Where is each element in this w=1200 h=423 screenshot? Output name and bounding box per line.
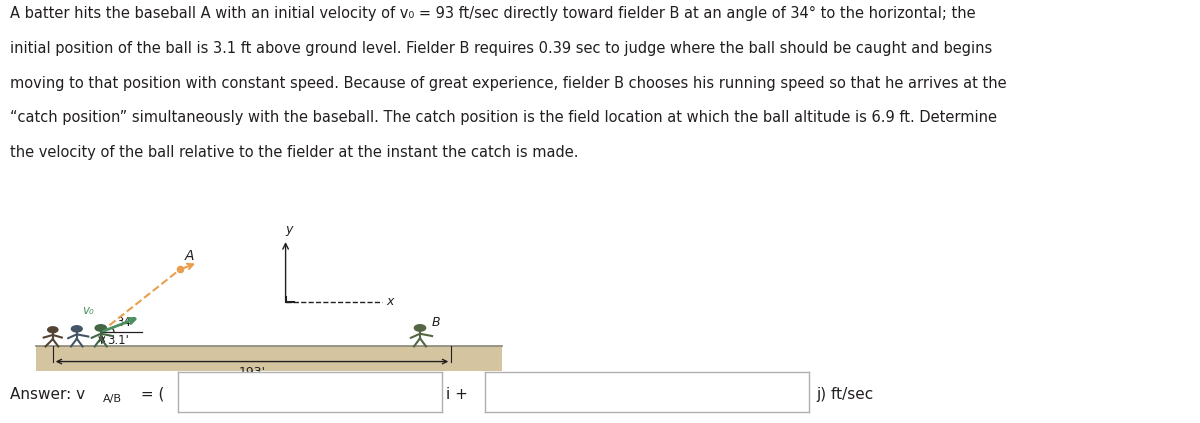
Text: v₀: v₀ bbox=[82, 304, 94, 317]
Text: 3.1': 3.1' bbox=[108, 334, 130, 347]
Text: moving to that position with constant speed. Because of great experience, fielde: moving to that position with constant sp… bbox=[10, 76, 1007, 91]
Text: 193': 193' bbox=[239, 365, 265, 379]
Text: A: A bbox=[185, 249, 194, 263]
Text: x: x bbox=[386, 294, 394, 308]
Text: j) ft/sec: j) ft/sec bbox=[816, 387, 874, 402]
Text: i: i bbox=[496, 386, 500, 399]
Circle shape bbox=[414, 325, 426, 331]
Text: “catch position” simultaneously with the baseball. The catch position is the fie: “catch position” simultaneously with the… bbox=[10, 110, 997, 125]
Text: B: B bbox=[432, 316, 440, 329]
Text: A batter hits the baseball A with an initial velocity of v₀ = 93 ft/sec directly: A batter hits the baseball A with an ini… bbox=[10, 6, 976, 21]
Text: y: y bbox=[286, 223, 293, 236]
Text: initial position of the ball is 3.1 ft above ground level. Fielder B requires 0.: initial position of the ball is 3.1 ft a… bbox=[10, 41, 992, 56]
Bar bbox=[36, 346, 502, 371]
Text: i: i bbox=[188, 386, 193, 399]
Text: A/B: A/B bbox=[103, 394, 122, 404]
Text: the velocity of the ball relative to the fielder at the instant the catch is mad: the velocity of the ball relative to the… bbox=[10, 145, 578, 160]
Circle shape bbox=[72, 326, 82, 332]
Circle shape bbox=[48, 327, 58, 332]
Text: 34°: 34° bbox=[116, 316, 137, 329]
Text: = (: = ( bbox=[136, 387, 169, 402]
Text: i +: i + bbox=[446, 387, 473, 402]
Text: Answer: v: Answer: v bbox=[10, 387, 85, 402]
Circle shape bbox=[95, 325, 107, 331]
